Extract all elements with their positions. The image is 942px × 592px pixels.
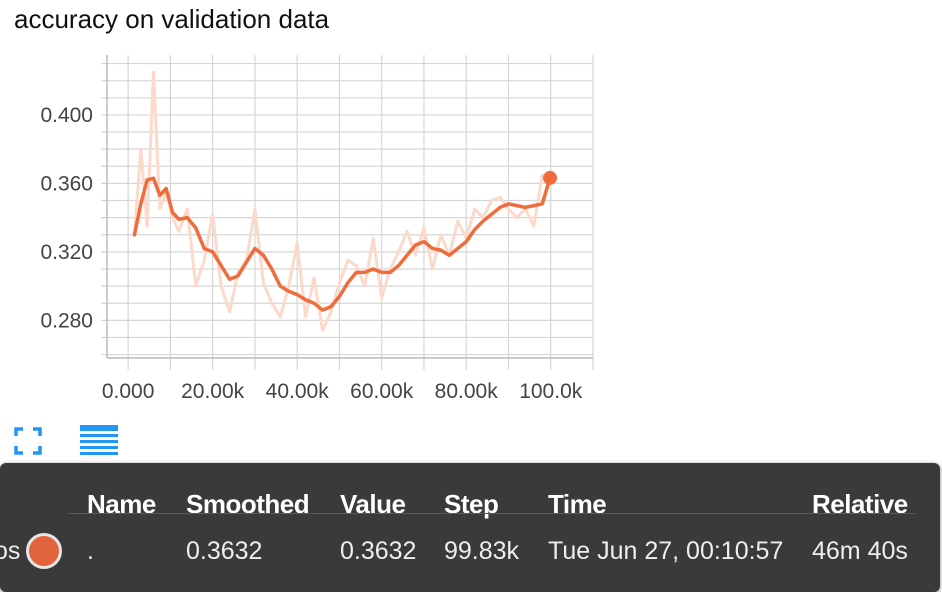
chart-tick-labels: 0.280 0.320 0.360 0.400 0.000 20.00k 40.00k 60.… bbox=[40, 104, 582, 403]
x-tick-label: 80.00k bbox=[435, 380, 499, 403]
row-name-prefix: os bbox=[0, 537, 21, 565]
line-chart[interactable]: 0.280 0.320 0.360 0.400 0.000 20.00k 40.00k 60.… bbox=[0, 40, 620, 410]
row-relative: 46m 40s bbox=[812, 537, 908, 565]
data-rows-icon[interactable] bbox=[80, 425, 118, 457]
x-tick-label: 60.00k bbox=[350, 380, 414, 403]
chart-title: accuracy on validation data bbox=[14, 4, 330, 34]
fullscreen-corners-icon[interactable] bbox=[14, 427, 42, 455]
x-tick-label: 20.00k bbox=[181, 380, 245, 403]
y-tick-label: 0.360 bbox=[40, 172, 93, 195]
x-tick-label: 0.000 bbox=[102, 380, 155, 403]
row-smoothed: 0.3632 bbox=[186, 537, 263, 565]
x-tick-label: 40.00k bbox=[266, 380, 330, 403]
row-value: 0.3632 bbox=[340, 537, 417, 565]
data-tooltip: Name Smoothed Value Step Time Relative o… bbox=[0, 463, 940, 592]
col-header-relative: Relative bbox=[812, 489, 908, 519]
col-header-time: Time bbox=[548, 489, 607, 519]
raw-series-line bbox=[132, 70, 552, 333]
col-header-smoothed: Smoothed bbox=[186, 489, 310, 519]
series-color-swatch bbox=[26, 533, 62, 569]
col-header-name: Name bbox=[87, 489, 156, 519]
col-header-step: Step bbox=[444, 489, 499, 519]
hover-point bbox=[543, 170, 558, 185]
smoothed-series-line bbox=[132, 176, 552, 312]
row-name: . bbox=[87, 537, 94, 565]
col-header-value: Value bbox=[340, 489, 406, 519]
row-step: 99.83k bbox=[444, 537, 520, 565]
x-tick-label: 100.0k bbox=[519, 380, 583, 403]
tooltip-separator bbox=[68, 513, 915, 514]
row-time: Tue Jun 27, 00:10:57 bbox=[548, 537, 784, 565]
chart-series bbox=[132, 70, 558, 333]
chart-grid bbox=[101, 55, 594, 370]
chart-axes bbox=[106, 55, 593, 359]
y-tick-label: 0.280 bbox=[40, 309, 93, 332]
y-tick-label: 0.400 bbox=[40, 104, 93, 127]
y-tick-label: 0.320 bbox=[40, 241, 93, 264]
